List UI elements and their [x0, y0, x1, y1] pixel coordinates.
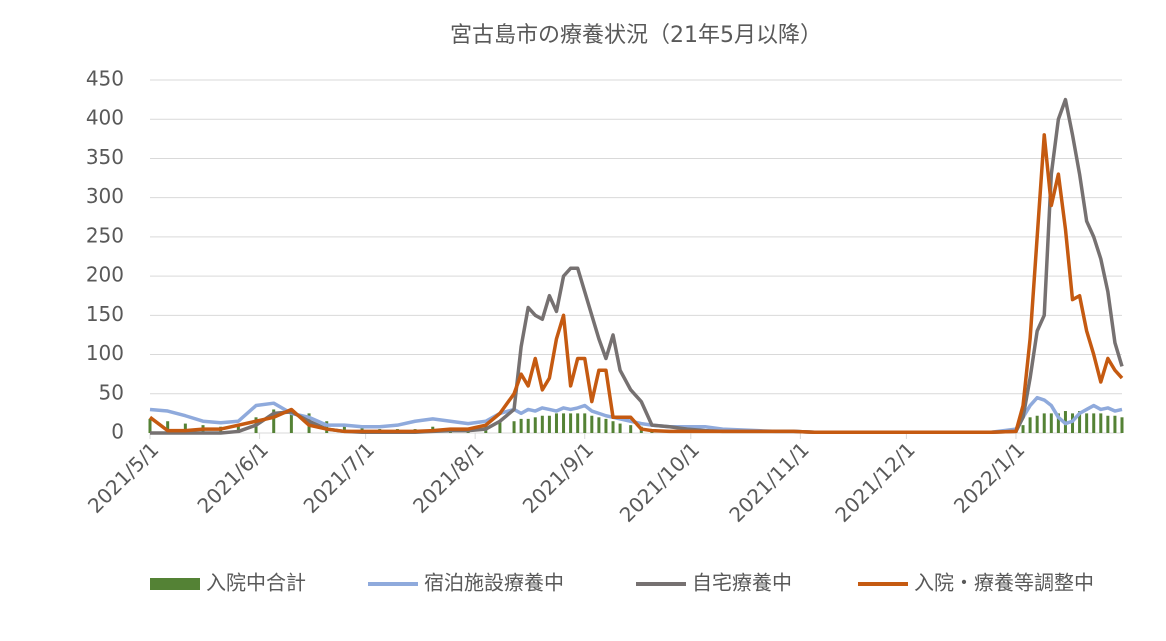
y-tick-label: 0: [111, 420, 124, 444]
line: [149, 395, 1123, 434]
bar: [1071, 413, 1075, 433]
line: [148, 133, 1124, 434]
bar: [272, 409, 276, 433]
bar: [1042, 413, 1046, 433]
x-tick-label: 2022/1/1: [949, 437, 1029, 517]
x-tick-label: 2021/10/1: [615, 437, 704, 526]
legend-label: 入院・療養等調整中: [914, 571, 1094, 595]
legend-label: 入院中合計: [206, 571, 306, 595]
y-tick-label: 300: [86, 184, 124, 208]
line: [150, 97, 1124, 435]
bar: [1099, 413, 1103, 433]
bar: [629, 425, 633, 433]
bar: [1035, 415, 1039, 433]
legend-swatch: [150, 578, 200, 590]
bar: [547, 415, 551, 433]
bar: [148, 418, 152, 433]
bar: [1113, 415, 1117, 433]
bar: [590, 415, 594, 433]
bar: [540, 415, 544, 433]
bar: [498, 421, 502, 433]
x-tick-label: 2021/8/1: [408, 437, 488, 517]
bar: [1049, 413, 1053, 433]
bar: [1028, 417, 1032, 433]
bar: [597, 417, 601, 433]
bar: [1120, 417, 1124, 433]
x-tick-label: 2021/6/1: [193, 437, 273, 517]
bar: [1078, 411, 1082, 433]
bar: [1021, 425, 1025, 433]
bar: [604, 418, 608, 433]
bar: [526, 418, 530, 433]
y-tick-label: 250: [86, 223, 124, 247]
bar: [166, 421, 170, 433]
chart-title: 宮古島市の療養状況（21年5月以降）: [450, 23, 822, 48]
bar: [183, 423, 187, 433]
bar: [569, 413, 573, 433]
bar: [1092, 413, 1096, 433]
y-tick-label: 50: [99, 380, 124, 404]
x-tick-label: 2021/9/1: [518, 437, 598, 517]
y-tick-label: 100: [86, 341, 124, 365]
x-tick-label: 2021/7/1: [299, 437, 379, 517]
x-tick-label: 2021/12/1: [830, 437, 919, 526]
legend-label: 自宅療養中: [692, 571, 792, 595]
bar: [1106, 415, 1110, 433]
bar: [1085, 413, 1089, 433]
y-tick-label: 450: [86, 67, 124, 91]
bar: [325, 421, 329, 433]
y-tick-label: 150: [86, 302, 124, 326]
x-tick-label: 2021/11/1: [724, 437, 813, 526]
bar: [289, 409, 293, 433]
y-tick-label: 400: [86, 106, 124, 130]
bar: [562, 413, 566, 433]
bar: [519, 418, 523, 433]
bar: [583, 413, 587, 433]
x-tick-label: 2021/5/1: [83, 437, 163, 517]
bar: [236, 425, 240, 433]
bar: [576, 413, 580, 433]
bar: [1056, 413, 1060, 433]
y-tick-label: 200: [86, 263, 124, 287]
legend-label: 宿泊施設療養中: [424, 571, 564, 595]
bar: [611, 421, 615, 433]
y-tick-label: 350: [86, 145, 124, 169]
bar: [618, 423, 622, 433]
bar: [342, 423, 346, 433]
bar: [554, 413, 558, 433]
bar: [533, 417, 537, 433]
bar: [512, 421, 516, 433]
